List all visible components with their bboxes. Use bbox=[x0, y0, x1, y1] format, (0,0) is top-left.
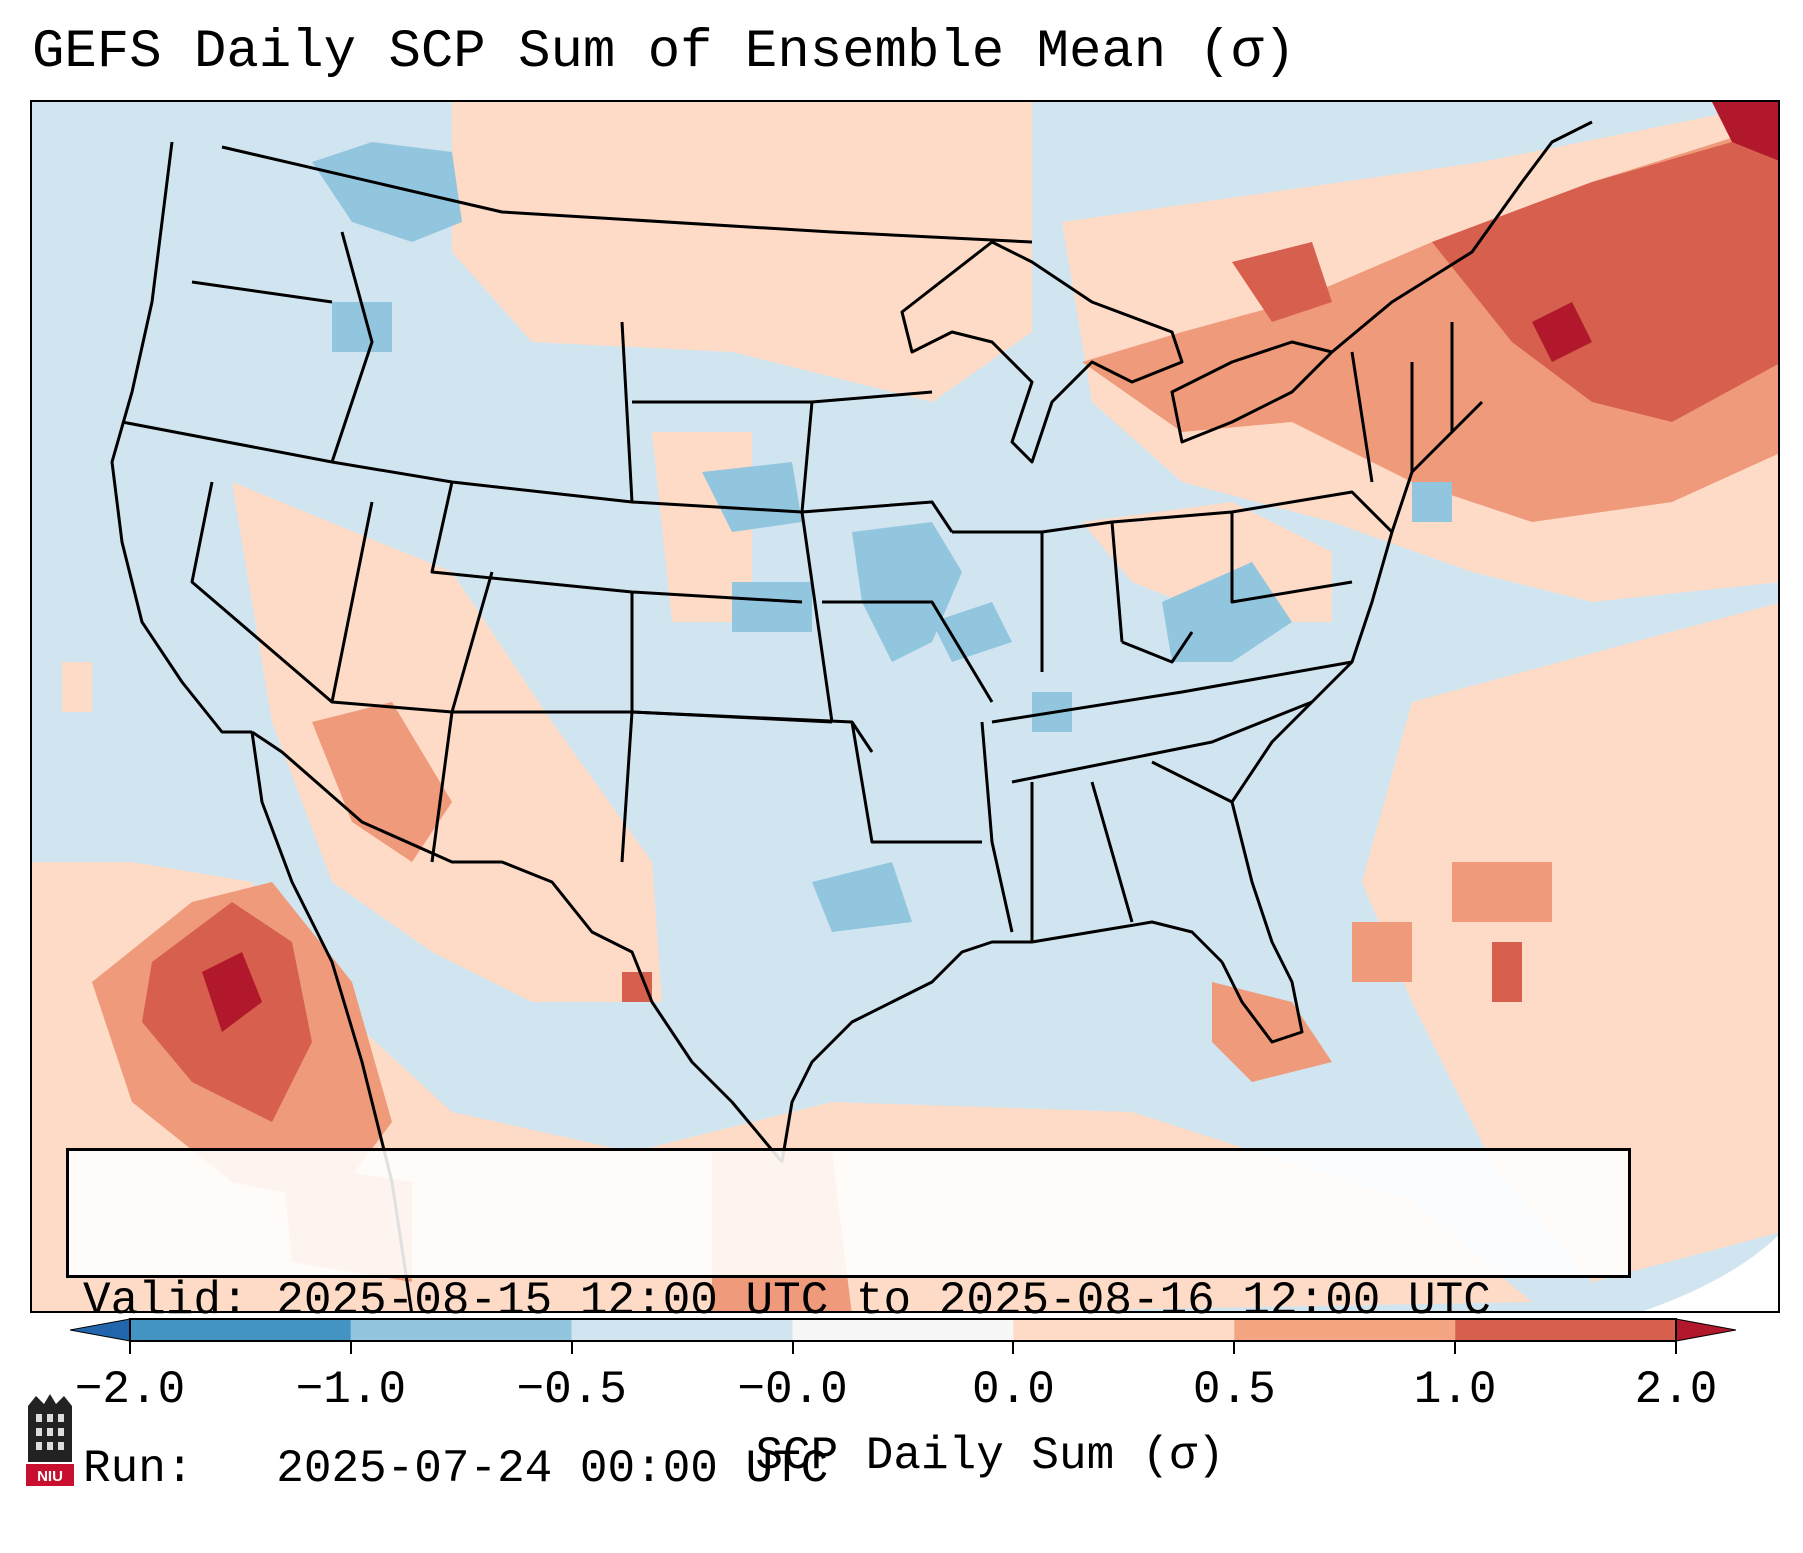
colorbar-tick-label: −0.5 bbox=[516, 1364, 627, 1416]
colorbar-tick-label: −0.0 bbox=[737, 1364, 848, 1416]
colorbar-extend-high bbox=[1675, 1318, 1736, 1342]
boundaries bbox=[110, 120, 1593, 1311]
map-canvas bbox=[32, 102, 1778, 1311]
colorbar-segment bbox=[130, 1319, 351, 1341]
colorbar-tick-mark bbox=[570, 1342, 573, 1354]
colorbar-segment bbox=[350, 1319, 572, 1341]
colorbar-tick-mark bbox=[349, 1342, 352, 1354]
colorbar-segment bbox=[571, 1319, 793, 1341]
map-panel bbox=[30, 100, 1780, 1313]
colorbar-segment bbox=[1455, 1319, 1676, 1341]
colorbar-tick-mark bbox=[1675, 1342, 1677, 1354]
colorbar-tick-mark bbox=[1454, 1342, 1457, 1354]
colorbar-tick-label: 2.0 bbox=[1634, 1364, 1718, 1416]
colorbar-tick-mark bbox=[129, 1342, 131, 1354]
colorbar-segment bbox=[792, 1319, 1014, 1341]
run-time-line: Run: 2025-07-24 00:00 UTC bbox=[83, 1443, 829, 1495]
colorbar-segment bbox=[1013, 1319, 1235, 1341]
colorbar-tick-label: 0.5 bbox=[1192, 1364, 1276, 1416]
colorbar-label: SCP Daily Sum (σ) bbox=[755, 1430, 1225, 1482]
colorbar-tick-mark bbox=[791, 1342, 794, 1354]
niu-logo-text: NIU bbox=[37, 1468, 63, 1485]
colorbar-tick-label: −1.0 bbox=[295, 1364, 407, 1416]
colorbar-tick-label: 0.0 bbox=[972, 1364, 1055, 1416]
colorbar-tick-label: −2.0 bbox=[74, 1364, 186, 1416]
colorbar-segment bbox=[1234, 1319, 1456, 1341]
colorbar-tick-mark bbox=[1012, 1342, 1015, 1354]
niu-logo: NIU bbox=[26, 1394, 74, 1486]
colorbar-extend-low bbox=[70, 1318, 131, 1342]
colorbar bbox=[70, 1318, 1736, 1342]
valid-run-info-box: Valid: 2025-08-15 12:00 UTC to 2025-08-1… bbox=[66, 1148, 1631, 1495]
colorbar-tick-label: 1.0 bbox=[1413, 1364, 1497, 1416]
colorbar-tick-mark bbox=[1233, 1342, 1236, 1354]
map-title: GEFS Daily SCP Sum of Ensemble Mean (σ) bbox=[32, 22, 1296, 83]
